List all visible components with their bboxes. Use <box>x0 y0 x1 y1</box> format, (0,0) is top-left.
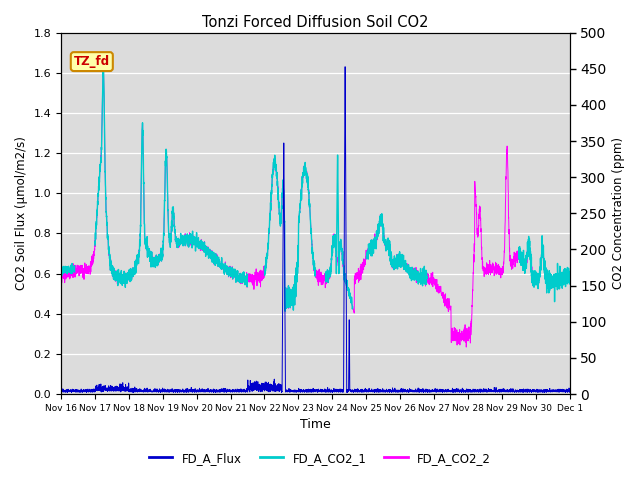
Text: TZ_fd: TZ_fd <box>74 55 110 68</box>
Title: Tonzi Forced Diffusion Soil CO2: Tonzi Forced Diffusion Soil CO2 <box>202 15 429 30</box>
Legend: FD_A_Flux, FD_A_CO2_1, FD_A_CO2_2: FD_A_Flux, FD_A_CO2_1, FD_A_CO2_2 <box>144 447 496 469</box>
Y-axis label: CO2 Soil Flux (μmol/m2/s): CO2 Soil Flux (μmol/m2/s) <box>15 136 28 290</box>
X-axis label: Time: Time <box>300 419 331 432</box>
Y-axis label: CO2 Concentration (ppm): CO2 Concentration (ppm) <box>612 137 625 289</box>
